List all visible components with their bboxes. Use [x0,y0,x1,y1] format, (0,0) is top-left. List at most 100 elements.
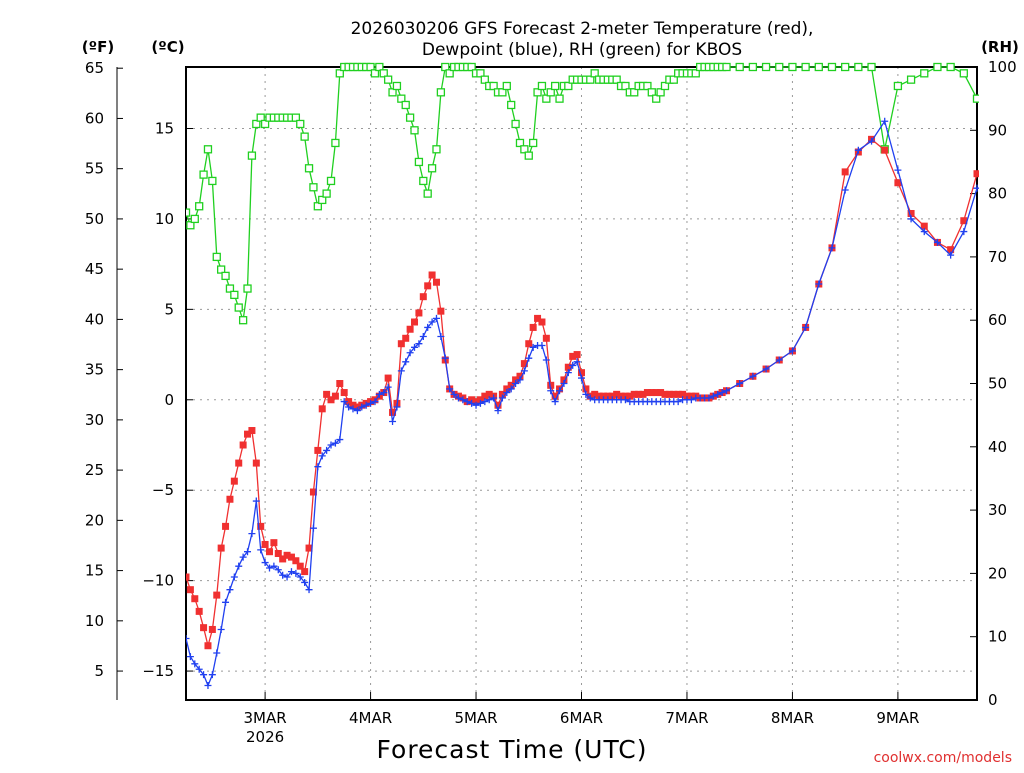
rh-tick-label: 60 [988,311,1007,329]
celsius-tick-label: −10 [142,572,174,590]
dewpoint-point [907,215,915,223]
rh-point [441,62,450,72]
fahrenheit-tick-label: 30 [85,411,104,429]
temperature-point [415,309,423,317]
dewpoint-point [463,398,471,406]
temperature-point [643,389,651,397]
temperature-point [687,392,695,400]
dewpoint-point [318,452,326,460]
dewpoint-point [564,369,572,377]
plot-frame [185,66,978,701]
rh-point [230,290,239,300]
dewpoint-point [450,390,458,398]
temperature-point [437,307,445,315]
x-tick-label: 3MAR [244,709,287,727]
dewpoint-point [428,318,436,326]
dewpoint-point [406,349,414,357]
rh-point [775,62,784,72]
temperature-point [635,390,643,398]
rh-point [933,62,942,72]
dewpoint-point [248,530,256,538]
rh-point [392,81,402,91]
dewpoint-point [314,463,322,471]
rh-point [854,62,863,72]
dewpoint-point [191,660,199,668]
temperature-point [591,390,599,398]
fahrenheit-tick-label: 60 [85,109,104,127]
chart-title-line-2: Dewpoint (blue), RH (green) for KBOS [422,40,742,60]
rh-point [247,151,257,160]
rh-tick-label: 0 [988,691,998,709]
rh-tick-label: 80 [988,185,1007,203]
rh-point [546,88,555,97]
rh-point [221,271,230,281]
dewpoint-point [736,380,744,387]
rh-point [203,145,213,154]
rh-tick-label: 40 [988,438,1007,456]
temperature-point [226,495,234,503]
temperature-point [468,396,476,404]
dewpoint-point [235,562,243,570]
rh-tick-label: 10 [988,628,1007,646]
fahrenheit-tick-label: 35 [85,361,104,379]
rh-point [669,75,678,84]
rh-point [652,94,661,103]
temperature-point [402,334,410,342]
dewpoint-point [296,573,304,581]
dewpoint-point [512,380,520,387]
dewpoint-point [323,446,331,454]
temperature-point [419,293,427,301]
dewpoint-point [349,405,357,413]
dewpoint-point [542,356,550,364]
rh-point [507,100,516,110]
temperature-point [217,544,225,552]
dewpoint-point [868,137,876,145]
rh-point [590,69,599,78]
rh-point [199,170,208,179]
dewpoint-point [419,332,427,340]
celsius-axis-unit: (ºC) [151,38,184,56]
rh-point [827,62,837,72]
dewpoint-point [569,361,577,369]
rh-point [656,88,665,97]
celsius-tick-label: −15 [142,662,174,680]
fahrenheit-tick-label: 25 [85,461,104,479]
temperature-point [349,401,357,409]
rh-point [370,69,380,78]
rh-point [498,88,507,97]
rh-point [542,94,551,103]
temperature-point [608,392,616,400]
rh-point [660,81,670,91]
chart-title-line-1: 2026030206 GFS Forecast 2-meter Temperat… [351,19,814,39]
dewpoint-point [723,387,731,395]
fahrenheit-tick-label: 5 [94,662,104,680]
dewpoint-point [186,635,190,643]
dewpoint-point [586,394,594,402]
dewpoint-point [547,387,555,395]
dewpoint-point [358,403,366,411]
dewpoint-point [933,238,941,246]
temperature-point [683,392,691,400]
rh-point [748,62,758,72]
temperature-point [239,441,247,449]
rh-point [643,81,652,91]
dewpoint-point [498,394,506,402]
temperature-point [208,625,216,633]
temperature-point [920,222,928,230]
temperature-point [353,403,361,411]
dewpoint-point [674,398,682,406]
temperature-point [534,314,542,322]
rh-point [291,113,301,122]
rh-point [621,81,630,91]
rh-point [410,126,419,135]
dewpoint-point [252,497,260,505]
temperature-series [186,135,979,650]
dewpoint-point [389,417,397,425]
temperature-point [520,360,528,368]
rh-tick-label: 50 [988,375,1007,393]
rh-point [243,284,252,293]
rh-point [379,69,388,78]
temperature-point [230,477,238,485]
dewpoint-point [525,354,533,362]
